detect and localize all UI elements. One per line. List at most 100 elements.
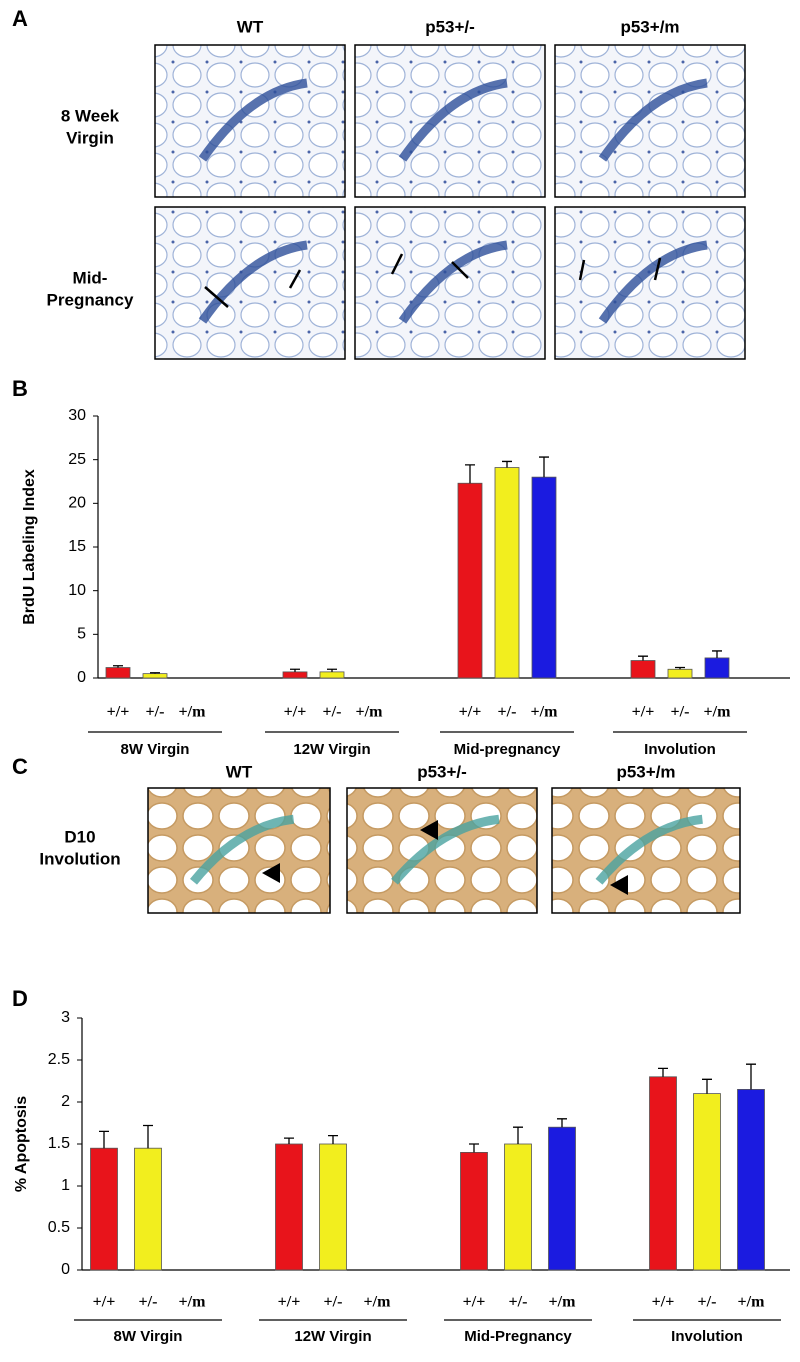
series-label: +/m bbox=[364, 1294, 392, 1311]
panel-label: D bbox=[12, 986, 28, 1011]
arrowhead bbox=[262, 863, 280, 883]
y-axis-title: % Apoptosis bbox=[13, 1096, 30, 1192]
y-axis-title: BrdU Labeling Index bbox=[21, 469, 38, 625]
column-header: p53+/m bbox=[620, 17, 679, 36]
duct bbox=[190, 814, 295, 885]
error-bar bbox=[150, 672, 160, 674]
micrograph bbox=[354, 206, 546, 360]
micrograph bbox=[551, 787, 741, 914]
bar bbox=[282, 671, 308, 679]
y-tick-label: 15 bbox=[68, 538, 86, 555]
series-label: +/- bbox=[323, 704, 342, 721]
y-tick-label: 25 bbox=[68, 451, 86, 468]
y-tick-label: 1.5 bbox=[48, 1135, 70, 1152]
bar bbox=[504, 1143, 532, 1271]
group-label: Mid-Pregnancy bbox=[464, 1328, 572, 1345]
bar bbox=[704, 657, 730, 679]
panel-label: C bbox=[12, 754, 28, 779]
error-bar bbox=[290, 668, 300, 672]
group-label: Involution bbox=[671, 1328, 743, 1345]
row-label: Virgin bbox=[66, 128, 114, 147]
error-bar bbox=[513, 1126, 523, 1144]
series-label: +/- bbox=[509, 1294, 528, 1311]
micrograph bbox=[554, 206, 746, 360]
bar bbox=[142, 673, 168, 679]
series-label: +/m bbox=[549, 1294, 577, 1311]
series-label: +/+ bbox=[459, 704, 482, 721]
column-header: p53+/m bbox=[616, 762, 675, 781]
error-bar bbox=[638, 655, 648, 661]
y-tick-label: 0 bbox=[61, 1261, 70, 1278]
series-label: +/+ bbox=[652, 1294, 675, 1311]
error-bar bbox=[658, 1067, 668, 1077]
micrograph bbox=[154, 206, 346, 360]
duct bbox=[198, 240, 308, 324]
bar bbox=[737, 1089, 765, 1271]
series-label: +/- bbox=[139, 1294, 158, 1311]
y-tick-label: 3 bbox=[61, 1009, 70, 1026]
y-tick-label: 20 bbox=[68, 495, 86, 512]
error-bar bbox=[328, 1134, 338, 1144]
column-header: WT bbox=[237, 17, 264, 36]
row-label: D10 bbox=[64, 827, 95, 846]
series-label: +/+ bbox=[632, 704, 655, 721]
arrow bbox=[653, 257, 662, 281]
duct bbox=[598, 240, 708, 324]
series-label: +/- bbox=[324, 1294, 343, 1311]
bar bbox=[693, 1093, 721, 1271]
y-tick-label: 0.5 bbox=[48, 1219, 70, 1236]
column-header: WT bbox=[226, 762, 253, 781]
micrograph bbox=[554, 44, 746, 198]
y-tick-label: 10 bbox=[68, 582, 86, 599]
error-bar bbox=[143, 1124, 153, 1149]
series-label: +/+ bbox=[284, 704, 307, 721]
error-bar bbox=[746, 1063, 756, 1090]
arrow bbox=[390, 253, 404, 275]
group-label: 12W Virgin bbox=[293, 741, 370, 758]
error-bar bbox=[502, 460, 512, 468]
error-bar bbox=[675, 666, 685, 670]
error-bar bbox=[702, 1078, 712, 1094]
bar bbox=[90, 1147, 118, 1271]
group-label: Involution bbox=[644, 741, 716, 758]
y-tick-label: 5 bbox=[77, 626, 86, 643]
duct bbox=[598, 78, 708, 162]
panel-label: A bbox=[12, 6, 28, 31]
bar bbox=[630, 660, 656, 679]
duct bbox=[198, 78, 308, 162]
duct bbox=[595, 814, 703, 885]
arrow bbox=[578, 259, 586, 281]
duct bbox=[391, 814, 500, 885]
series-label: +/+ bbox=[278, 1294, 301, 1311]
group-label: 8W Virgin bbox=[114, 1328, 183, 1345]
bar bbox=[649, 1076, 677, 1271]
series-label: +/- bbox=[671, 704, 690, 721]
error-bar bbox=[327, 668, 337, 672]
arrowhead bbox=[420, 820, 438, 840]
series-label: +/m bbox=[179, 1294, 207, 1311]
arrow bbox=[451, 261, 469, 279]
series-label: +/m bbox=[704, 704, 732, 721]
panel-label: B bbox=[12, 376, 28, 401]
row-label: Involution bbox=[39, 849, 120, 868]
bar bbox=[275, 1143, 303, 1271]
bar bbox=[494, 467, 520, 679]
bar bbox=[105, 667, 131, 679]
series-label: +/- bbox=[698, 1294, 717, 1311]
group-label: 8W Virgin bbox=[121, 741, 190, 758]
error-bar bbox=[469, 1143, 479, 1153]
y-tick-label: 1 bbox=[61, 1177, 70, 1194]
column-header: p53+/- bbox=[425, 17, 475, 36]
error-bar bbox=[99, 1130, 109, 1149]
series-label: +/+ bbox=[463, 1294, 486, 1311]
group-label: 12W Virgin bbox=[294, 1328, 371, 1345]
error-bar bbox=[465, 464, 475, 484]
column-header: p53+/- bbox=[417, 762, 467, 781]
error-bar bbox=[113, 665, 123, 668]
series-label: +/m bbox=[738, 1294, 766, 1311]
bar bbox=[667, 668, 693, 679]
duct bbox=[398, 78, 508, 162]
arrow bbox=[288, 269, 302, 289]
group-label: Mid-pregnancy bbox=[454, 741, 561, 758]
